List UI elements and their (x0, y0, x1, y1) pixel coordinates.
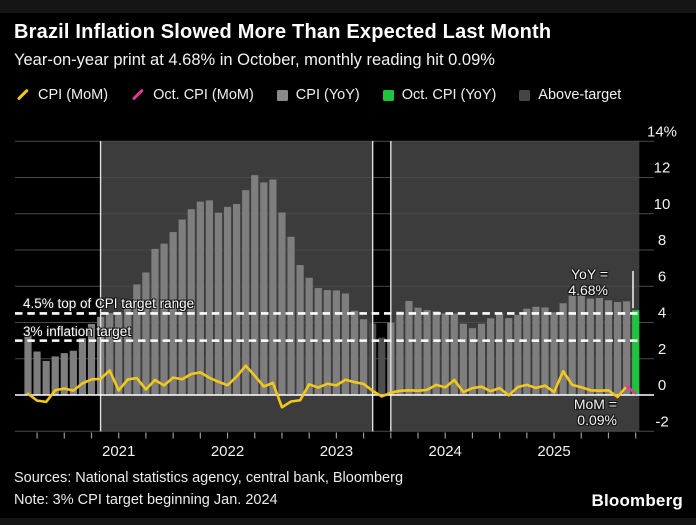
svg-text:2025: 2025 (537, 443, 570, 460)
svg-text:2: 2 (658, 341, 666, 358)
legend-item-oct-cpi-yoy: Oct. CPI (YoY) (382, 87, 497, 103)
svg-text:12: 12 (654, 160, 671, 177)
inflation-target-label: 3% inflation target (23, 324, 132, 339)
legend-label: Oct. CPI (MoM) (153, 87, 254, 103)
svg-text:8: 8 (658, 232, 666, 249)
svg-text:4: 4 (658, 305, 666, 322)
target-range-top-label: 4.5% top of CPI target range (23, 296, 195, 311)
note-text: Note: 3% CPI target beginning Jan. 2024 (14, 492, 278, 508)
legend-label: CPI (YoY) (295, 87, 360, 103)
svg-text:2023: 2023 (320, 443, 353, 460)
svg-text:-2: -2 (655, 413, 668, 430)
legend-label: Above-target (538, 87, 622, 103)
mom-callout-line1: MoM = (573, 396, 617, 412)
above-target-square-icon (519, 89, 531, 101)
chart-title: Brazil Inflation Slowed More Than Expect… (14, 21, 552, 43)
legend-item-cpi-mom: CPI (MoM) (16, 87, 108, 103)
svg-text:2022: 2022 (211, 443, 244, 460)
bloomberg-logo: Bloomberg (591, 491, 683, 510)
top-strip (0, 0, 696, 13)
chart-legend: CPI (MoM) Oct. CPI (MoM) CPI (YoY) Oct. … (16, 84, 621, 106)
chart-subtitle: Year-on-year print at 4.68% in October, … (14, 51, 495, 69)
sources-text: Sources: National statistics agency, cen… (14, 470, 404, 486)
yoy-callout-line2: 4.68% (568, 282, 608, 298)
svg-text:0: 0 (658, 377, 666, 394)
legend-label: Oct. CPI (YoY) (401, 87, 497, 103)
oct-cpi-yoy-square-icon (382, 89, 394, 101)
svg-text:2021: 2021 (102, 443, 135, 460)
svg-text:10: 10 (654, 196, 671, 213)
svg-text:2024: 2024 (429, 443, 462, 460)
mom-callout-line2: 0.09% (577, 412, 617, 428)
legend-item-oct-cpi-mom: Oct. CPI (MoM) (131, 87, 254, 103)
legend-item-above-target: Above-target (519, 87, 621, 103)
svg-text:14%: 14% (647, 123, 677, 140)
svg-text:6: 6 (658, 268, 666, 285)
legend-item-cpi-yoy: CPI (YoY) (276, 87, 360, 103)
cpi-yoy-square-icon (276, 89, 288, 101)
legend-label: CPI (MoM) (38, 87, 109, 103)
mom-callout: MoM = 0.09% (548, 396, 617, 428)
yoy-callout-line1: YoY = (571, 266, 608, 282)
yoy-callout: YoY = 4.68% (540, 266, 608, 298)
bottom-strip (0, 518, 696, 525)
